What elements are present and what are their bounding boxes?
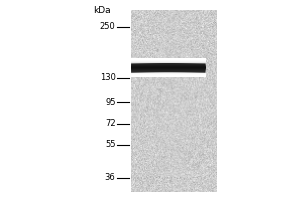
Text: kDa: kDa <box>93 6 111 15</box>
Text: 250: 250 <box>100 22 116 31</box>
Polygon shape <box>131 63 206 73</box>
Text: 72: 72 <box>105 119 116 128</box>
Text: 95: 95 <box>105 98 116 107</box>
Text: 130: 130 <box>100 73 116 82</box>
Text: 36: 36 <box>105 173 116 182</box>
Text: 55: 55 <box>105 140 116 149</box>
